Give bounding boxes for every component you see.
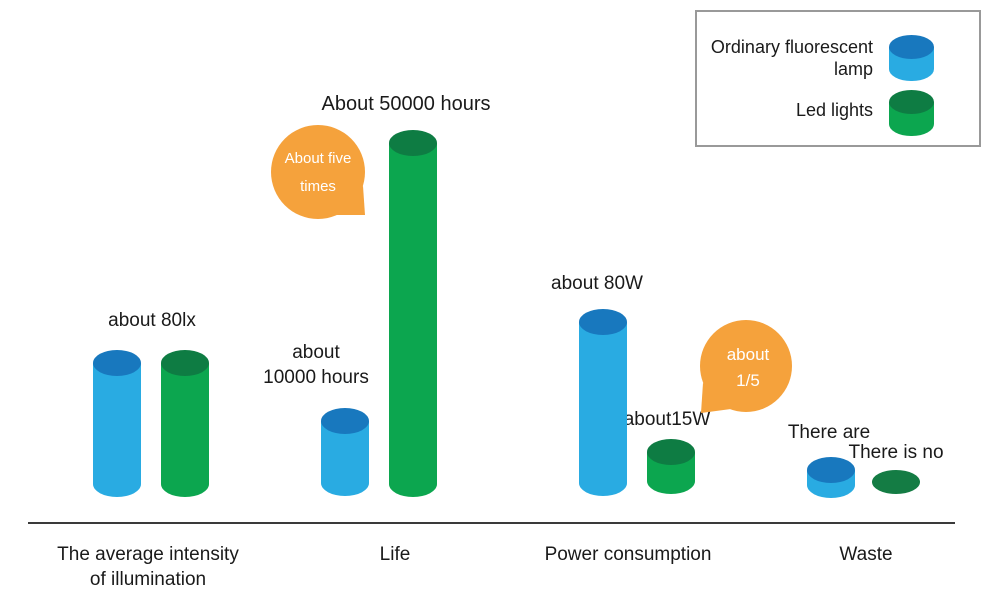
value-label-there-are: There are: [787, 422, 871, 443]
bar-fluorescent-power: [579, 309, 627, 496]
legend-fluorescent-cylinder-icon: [889, 35, 934, 81]
cylinder-top: [389, 130, 437, 156]
value-label-80w: about 80W: [551, 273, 643, 294]
bar-led-waste-flat-disc: [872, 470, 920, 494]
callout-text: about 1/5: [703, 342, 793, 394]
cylinder-top: [579, 309, 627, 335]
cylinder-body: [579, 322, 627, 496]
legend-label-led: Led lights: [795, 100, 873, 120]
category-line: The average intensity: [57, 544, 239, 565]
value-label-15w: about15W: [623, 409, 711, 430]
callout-line: About five: [284, 150, 352, 167]
baseline-axis: [28, 522, 955, 524]
cylinder-body: [389, 143, 437, 497]
cylinder-top: [161, 350, 209, 376]
callout-five-times: About five times: [271, 125, 371, 220]
value-line: 10000 hours: [263, 367, 369, 388]
value-label-80lx: about 80lx: [108, 310, 196, 331]
cylinder-top: [93, 350, 141, 376]
cylinder-top: [889, 35, 934, 59]
callout-line: 1/5: [736, 371, 760, 390]
value-line: about: [292, 342, 340, 363]
category-label-illumination: The average intensity of illumination: [18, 542, 278, 592]
legend: Ordinary fluorescent lamp Led lights: [695, 10, 981, 147]
callout-one-fifth: about 1/5: [700, 320, 800, 415]
bar-fluorescent-waste: [807, 457, 855, 498]
bar-led-illumination: [161, 350, 209, 497]
legend-led-cylinder-icon: [889, 90, 934, 136]
value-label-there-is-no: There is no: [848, 442, 944, 463]
callout-line: times: [300, 178, 336, 195]
speech-bubble-shape: [700, 320, 792, 413]
category-label-waste: Waste: [839, 544, 893, 565]
bar-led-power: [647, 439, 695, 494]
callout-text: About five times: [271, 145, 365, 201]
speech-bubble-shape: [271, 125, 365, 219]
cylinder-top: [807, 457, 855, 483]
value-label-50000-hours: About 50000 hours: [321, 93, 491, 115]
cylinder-top: [889, 90, 934, 114]
value-label-10000-hours: about 10000 hours: [236, 340, 396, 390]
category-label-power: Power consumption: [544, 544, 712, 565]
cylinder-body: [93, 363, 141, 497]
bar-fluorescent-illumination: [93, 350, 141, 497]
cylinder-body: [161, 363, 209, 497]
cylinder-top: [647, 439, 695, 465]
bar-fluorescent-life: [321, 408, 369, 496]
cylinder-top: [321, 408, 369, 434]
legend-label-fluorescent: Ordinary fluorescent lamp: [710, 37, 873, 79]
category-label-life: Life: [379, 544, 411, 565]
callout-line: about: [726, 345, 770, 364]
bar-led-life: [389, 130, 437, 497]
category-line: of illumination: [89, 569, 207, 590]
